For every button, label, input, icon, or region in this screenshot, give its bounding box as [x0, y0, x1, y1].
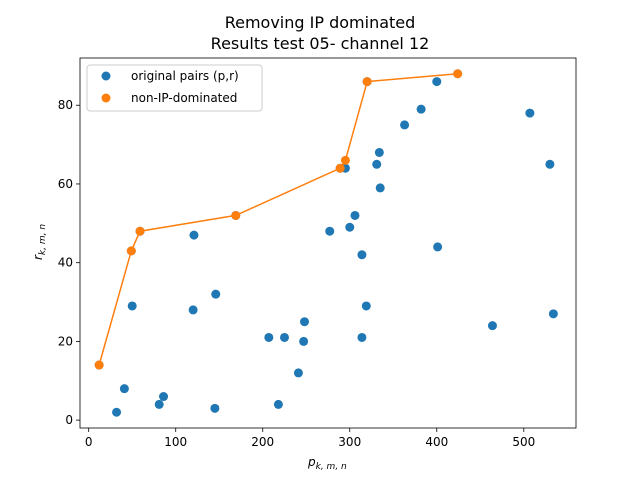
y-tick-label: 80	[58, 98, 73, 112]
data-point-original	[293, 368, 303, 378]
y-axis-label: rk, m, n	[31, 224, 48, 260]
x-tick-label: 0	[85, 435, 93, 449]
y-tick-label: 60	[58, 177, 73, 191]
data-point-original	[400, 120, 410, 130]
data-point-original	[188, 305, 198, 315]
data-point-original	[357, 250, 367, 260]
legend-frame	[86, 64, 263, 112]
data-point-original	[372, 159, 382, 169]
data-point-original	[487, 321, 497, 331]
data-point-non-ip-dominated	[335, 163, 345, 173]
legend-label-original: original pairs (p,r)	[131, 69, 239, 83]
data-point-original	[361, 301, 371, 311]
data-point-original	[210, 403, 220, 413]
data-point-original	[264, 332, 274, 342]
axis-ticks: 0 100 200 300 400 500 0 20 40 60 80	[58, 98, 536, 449]
data-point-original	[189, 230, 199, 240]
x-tick-label: 400	[425, 435, 448, 449]
y-tick-label: 0	[65, 413, 73, 427]
y-axis-label-sub: k, m, n	[38, 224, 48, 255]
y-tick-label: 20	[58, 334, 73, 348]
legend-marker-non-ip-dominated	[101, 93, 111, 103]
data-point-non-ip-dominated	[362, 77, 372, 87]
x-tick-label: 100	[164, 435, 187, 449]
non-ip-dominated-line	[98, 72, 458, 366]
plot-frame	[79, 57, 577, 429]
data-point-non-ip-dominated	[94, 360, 104, 370]
data-point-original	[159, 392, 169, 402]
data-point-original	[432, 77, 442, 87]
data-point-original	[300, 317, 310, 327]
data-point-original	[127, 301, 137, 311]
data-point-original	[299, 336, 309, 346]
legend-label-non-ip-dominated: non-IP-dominated	[131, 91, 237, 105]
data-point-non-ip-dominated	[340, 155, 350, 165]
legend-marker-original	[101, 71, 111, 81]
x-axis-label: pk, m, n	[307, 455, 347, 472]
data-point-original	[154, 399, 164, 409]
data-point-original	[375, 183, 385, 193]
data-point-original	[345, 222, 355, 232]
data-point-original	[119, 384, 129, 394]
data-point-original	[112, 407, 122, 417]
data-point-original	[357, 332, 367, 342]
data-point-non-ip-dominated	[231, 210, 241, 220]
plot-area	[94, 69, 558, 417]
chart-title-line1: Removing IP dominated	[225, 13, 416, 32]
y-tick-label: 40	[58, 256, 73, 270]
data-point-original	[279, 332, 289, 342]
x-tick-label: 300	[338, 435, 361, 449]
data-point-original	[273, 399, 283, 409]
data-point-original	[211, 289, 221, 299]
legend: original pairs (p,r) non-IP-dominated	[86, 64, 263, 112]
data-point-non-ip-dominated	[135, 226, 145, 236]
chart-title-line2: Results test 05- channel 12	[211, 34, 430, 53]
data-point-original	[325, 226, 335, 236]
data-point-original	[416, 104, 426, 114]
data-point-original	[350, 210, 360, 220]
x-axis-label-sub: k, m, n	[316, 462, 347, 472]
data-point-original	[548, 309, 558, 319]
data-point-original	[545, 159, 555, 169]
data-point-non-ip-dominated	[453, 69, 463, 79]
data-point-non-ip-dominated	[126, 246, 136, 256]
x-tick-label: 200	[251, 435, 274, 449]
y-axis-label-main: r	[31, 254, 45, 260]
data-point-original	[525, 108, 535, 118]
x-tick-label: 500	[512, 435, 535, 449]
x-axis-label-main: p	[307, 455, 316, 469]
data-point-original	[433, 242, 443, 252]
data-point-original	[374, 147, 384, 157]
